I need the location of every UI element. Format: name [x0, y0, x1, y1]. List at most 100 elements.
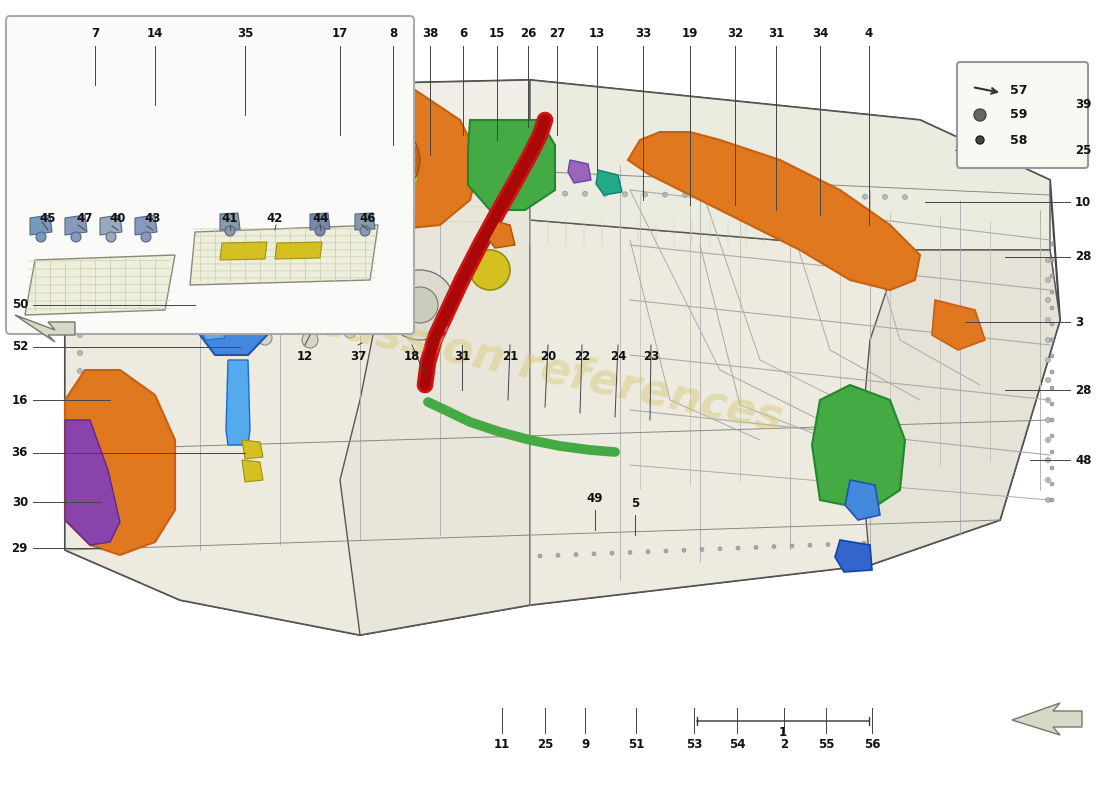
Circle shape — [350, 125, 420, 195]
Polygon shape — [200, 250, 272, 355]
Circle shape — [315, 226, 324, 236]
Circle shape — [542, 191, 548, 196]
Circle shape — [754, 546, 758, 550]
Text: 19: 19 — [682, 27, 698, 40]
Text: 2: 2 — [780, 738, 788, 751]
Circle shape — [378, 167, 384, 173]
Circle shape — [974, 109, 986, 121]
Polygon shape — [30, 215, 52, 235]
Text: 28: 28 — [1075, 250, 1091, 263]
Circle shape — [844, 542, 848, 546]
Text: 35: 35 — [236, 27, 253, 40]
Circle shape — [136, 167, 142, 173]
Text: 25: 25 — [1075, 143, 1091, 157]
Circle shape — [312, 167, 318, 173]
Polygon shape — [596, 170, 622, 195]
Polygon shape — [845, 480, 880, 520]
Polygon shape — [200, 320, 225, 340]
Text: 34: 34 — [812, 27, 828, 40]
Text: 8: 8 — [389, 27, 397, 40]
Polygon shape — [290, 90, 480, 230]
Circle shape — [77, 242, 82, 247]
Text: 7: 7 — [91, 27, 99, 40]
Text: 42: 42 — [267, 212, 283, 225]
FancyBboxPatch shape — [957, 62, 1088, 168]
Text: 6: 6 — [459, 27, 468, 40]
Circle shape — [1045, 358, 1050, 362]
Text: 29: 29 — [12, 542, 28, 554]
Circle shape — [1045, 458, 1050, 462]
Circle shape — [808, 543, 812, 547]
Polygon shape — [65, 140, 1060, 635]
Text: 48: 48 — [1075, 454, 1091, 466]
Text: 31: 31 — [768, 27, 784, 40]
Circle shape — [1050, 434, 1054, 438]
Circle shape — [1050, 274, 1054, 278]
Circle shape — [736, 546, 740, 550]
Text: 16: 16 — [12, 394, 28, 406]
Text: 50: 50 — [12, 298, 28, 311]
Polygon shape — [310, 213, 330, 230]
Text: 52: 52 — [12, 341, 28, 354]
Polygon shape — [628, 132, 920, 290]
Polygon shape — [860, 250, 1060, 565]
Text: 1: 1 — [779, 726, 788, 739]
Polygon shape — [932, 300, 984, 350]
Circle shape — [1045, 258, 1050, 262]
Text: 36: 36 — [12, 446, 28, 459]
Circle shape — [628, 550, 632, 554]
Text: 38: 38 — [421, 27, 438, 40]
Circle shape — [592, 552, 596, 556]
Circle shape — [1050, 338, 1054, 342]
Circle shape — [790, 544, 794, 548]
Polygon shape — [100, 215, 122, 235]
Circle shape — [862, 194, 868, 199]
Circle shape — [703, 193, 707, 198]
Circle shape — [762, 193, 768, 198]
Text: 33: 33 — [635, 27, 651, 40]
Polygon shape — [485, 220, 515, 248]
Polygon shape — [242, 440, 263, 459]
Text: 45: 45 — [40, 212, 56, 225]
Circle shape — [77, 189, 82, 194]
Text: 54: 54 — [728, 738, 746, 751]
Circle shape — [1045, 478, 1050, 482]
Circle shape — [1045, 338, 1050, 342]
Circle shape — [1050, 306, 1054, 310]
Circle shape — [77, 458, 82, 463]
Circle shape — [114, 167, 120, 173]
Polygon shape — [468, 120, 556, 210]
Circle shape — [723, 193, 727, 198]
Circle shape — [77, 422, 82, 427]
Polygon shape — [568, 160, 591, 183]
FancyBboxPatch shape — [6, 16, 414, 334]
Text: 14: 14 — [146, 27, 163, 40]
Circle shape — [1045, 438, 1050, 442]
Text: 13: 13 — [588, 27, 605, 40]
Circle shape — [782, 194, 788, 198]
Circle shape — [268, 167, 274, 173]
Circle shape — [77, 297, 82, 302]
Circle shape — [1050, 418, 1054, 422]
Circle shape — [682, 192, 688, 198]
Circle shape — [664, 549, 668, 553]
Text: 39: 39 — [1075, 98, 1091, 111]
Circle shape — [1045, 418, 1050, 422]
Polygon shape — [255, 100, 340, 180]
Circle shape — [823, 194, 827, 198]
Text: 40: 40 — [110, 212, 126, 225]
Circle shape — [77, 369, 82, 374]
Circle shape — [77, 441, 82, 446]
Circle shape — [246, 167, 252, 173]
Polygon shape — [65, 370, 175, 555]
Text: 20: 20 — [540, 350, 557, 363]
Text: 9: 9 — [581, 738, 590, 751]
Circle shape — [298, 230, 398, 330]
Text: 32: 32 — [727, 27, 744, 40]
Polygon shape — [65, 80, 1060, 635]
Text: 51: 51 — [628, 738, 645, 751]
Circle shape — [224, 167, 230, 173]
Circle shape — [646, 550, 650, 554]
Circle shape — [77, 225, 82, 230]
Polygon shape — [226, 360, 250, 445]
